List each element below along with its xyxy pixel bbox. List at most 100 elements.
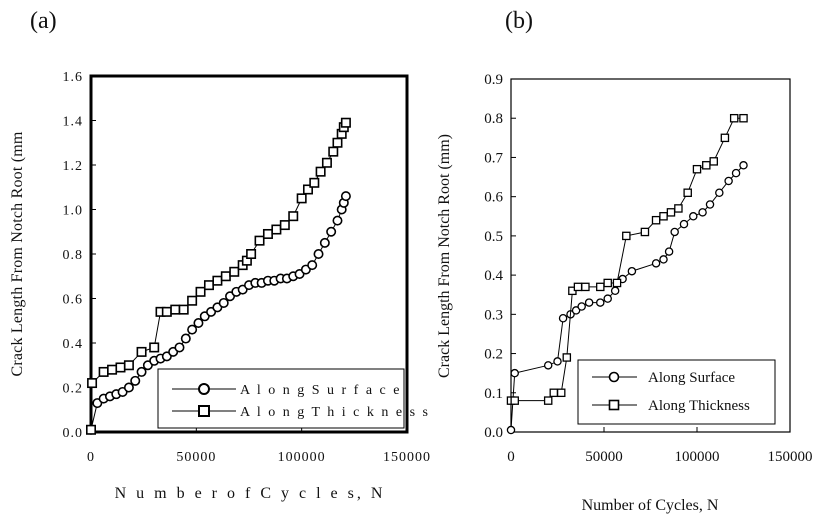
data-point-thickness-b — [692, 164, 702, 174]
y-tick-label-a: 1.4 — [63, 115, 84, 130]
y-tick-label-b: 0.1 — [484, 386, 503, 402]
data-point-surface-b — [577, 302, 586, 311]
data-point-surface-a — [130, 375, 141, 386]
series-line-thickness-b — [511, 117, 744, 402]
data-point-surface-b — [724, 176, 733, 186]
data-point-surface-b — [670, 227, 679, 237]
x-tick-label-b: 0 — [507, 449, 515, 465]
data-point-surface-b — [659, 255, 668, 264]
data-point-surface-b — [510, 368, 519, 378]
data-point-surface-a — [313, 249, 324, 260]
legend-label-surface-b: Along Surface — [648, 370, 735, 386]
y-tick-label-b: 0.3 — [484, 307, 503, 323]
x-tick-label-b: 50000 — [585, 449, 623, 465]
x-tick-label-a: 100000 — [278, 450, 326, 465]
legend-marker-square-a — [198, 405, 210, 417]
data-point-surface-a — [193, 317, 204, 328]
x-axis-label-b: Number of Cycles, N — [582, 497, 719, 514]
data-point-surface-a — [307, 260, 318, 271]
y-tick-label-a: 1.0 — [63, 204, 84, 219]
data-point-thickness-b — [640, 227, 650, 237]
data-point-thickness-a — [170, 304, 181, 315]
data-point-thickness-b — [729, 113, 739, 123]
data-point-thickness-a — [87, 378, 98, 389]
tick-layer-b: 0.0 0.1 0.2 0.3 0.4 0.5 0.6 0.7 0.8 0.9 0 50000 1000… — [484, 72, 812, 465]
data-point-thickness-b — [543, 396, 553, 405]
data-point-thickness-a — [203, 280, 214, 291]
data-point-surface-b — [571, 306, 581, 315]
data-point-thickness-b — [739, 113, 748, 123]
x-tick-label-a: 50000 — [176, 450, 216, 465]
legend-label-thickness-a: A l o n g T h i c k n e s s — [240, 405, 430, 420]
panel-label-a: (a) — [30, 8, 57, 34]
data-point-surface-b — [506, 425, 516, 435]
data-point-thickness-b — [702, 161, 711, 170]
data-point-thickness-b — [651, 215, 661, 225]
data-point-surface-b — [679, 219, 689, 229]
x-tick-label-b: 150000 — [768, 449, 813, 465]
data-point-thickness-b — [674, 204, 683, 213]
y-tick-label-a: 0.2 — [63, 382, 84, 397]
y-tick-label-b: 0.7 — [484, 150, 503, 166]
data-point-thickness-a — [302, 184, 313, 195]
series-layer-b — [506, 113, 748, 435]
plot-frame-b — [510, 78, 791, 433]
data-point-thickness-b — [666, 208, 676, 217]
data-point-thickness-b — [581, 282, 590, 292]
data-point-surface-a — [218, 297, 229, 308]
data-point-thickness-a — [115, 362, 126, 373]
y-tick-label-b: 0.4 — [484, 268, 503, 284]
data-point-thickness-b — [683, 188, 692, 197]
data-point-surface-b — [715, 188, 724, 197]
data-point-surface-b — [543, 361, 553, 370]
data-point-surface-b — [627, 266, 637, 276]
data-point-thickness-a — [212, 275, 223, 286]
data-point-thickness-a — [254, 235, 265, 246]
y-tick-label-b: 0.6 — [484, 190, 503, 206]
data-point-thickness-a — [328, 146, 339, 157]
data-point-surface-b — [610, 286, 620, 296]
data-point-thickness-a — [136, 346, 147, 357]
data-point-thickness-b — [720, 133, 730, 143]
data-point-thickness-a — [107, 364, 118, 375]
data-point-surface-b — [584, 298, 594, 307]
y-tick-label-a: 0.6 — [63, 293, 84, 308]
data-point-surface-a — [340, 191, 351, 202]
data-point-thickness-a — [246, 249, 257, 260]
data-point-surface-b — [731, 168, 741, 178]
y-tick-label-b: 0.0 — [484, 425, 503, 441]
data-point-thickness-a — [288, 211, 299, 222]
x-tick-label-a: 0 — [87, 450, 95, 465]
data-point-thickness-a — [271, 224, 282, 235]
legend-label-surface-a: A l o n g S u r f a c e — [240, 383, 401, 398]
data-point-thickness-a — [315, 166, 326, 177]
data-point-thickness-b — [549, 388, 559, 398]
y-tick-label-a: 0.4 — [63, 337, 84, 352]
data-point-thickness-a — [296, 193, 307, 204]
y-axis-label-a: Crack Length From Notch Root (mm — [9, 131, 26, 376]
data-point-thickness-a — [98, 366, 109, 377]
data-point-thickness-a — [161, 306, 172, 317]
data-point-surface-a — [136, 366, 147, 377]
data-point-surface-b — [705, 200, 715, 209]
tick-layer-a: 0.0 0.2 0.4 0.6 0.8 1.0 1.2 1.4 1.6 0 50000 100000 1… — [63, 70, 431, 465]
legend-box-b — [577, 359, 776, 425]
data-point-surface-b — [698, 208, 707, 217]
x-axis-label-a: N u m b e r o f C y c l e s, N — [115, 485, 386, 502]
data-point-thickness-a — [340, 117, 351, 128]
data-point-thickness-a — [229, 266, 240, 277]
legend-marker-circle-a — [198, 383, 210, 395]
data-point-thickness-b — [573, 282, 583, 292]
data-point-thickness-b — [709, 157, 718, 166]
data-point-thickness-a — [220, 271, 231, 282]
panel-label-b: (b) — [505, 8, 533, 34]
y-tick-label-b: 0.2 — [484, 347, 503, 363]
y-tick-label-b: 0.5 — [484, 229, 503, 245]
data-point-surface-a — [319, 237, 330, 248]
data-point-thickness-a — [262, 228, 273, 239]
data-point-surface-b — [664, 247, 674, 256]
legend-box-a — [157, 368, 405, 429]
data-point-thickness-a — [195, 286, 206, 297]
data-point-thickness-a — [332, 137, 343, 148]
data-point-surface-b — [553, 357, 562, 366]
